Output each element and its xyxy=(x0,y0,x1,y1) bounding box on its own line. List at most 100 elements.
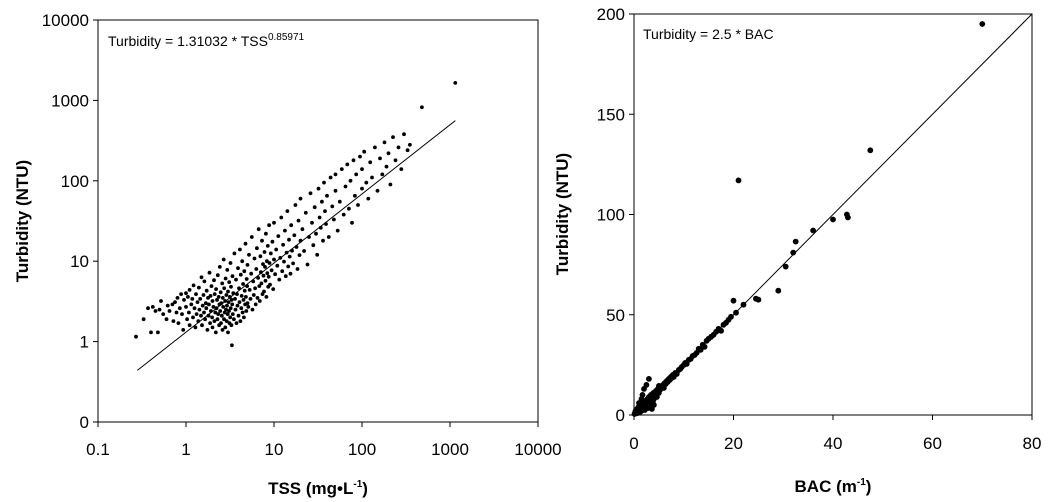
data-point xyxy=(312,205,317,210)
data-point xyxy=(220,328,225,332)
data-point xyxy=(244,295,248,299)
data-point xyxy=(204,288,209,293)
data-point xyxy=(174,310,179,315)
data-point xyxy=(333,172,338,177)
data-point xyxy=(792,238,799,245)
data-point xyxy=(339,167,344,172)
data-point xyxy=(252,256,257,261)
data-point xyxy=(229,323,234,328)
data-point xyxy=(333,188,338,193)
data-point xyxy=(177,306,182,311)
data-point xyxy=(316,186,321,191)
data-point xyxy=(279,215,284,220)
data-point xyxy=(260,238,264,243)
data-point xyxy=(224,319,229,323)
x-axis-label-right-close: ) xyxy=(866,477,872,496)
y-tick-label: 150 xyxy=(597,105,625,124)
data-point xyxy=(134,334,138,339)
data-point xyxy=(345,162,350,167)
data-point xyxy=(263,265,267,269)
data-point xyxy=(264,295,269,299)
data-point xyxy=(364,180,369,185)
data-point xyxy=(275,263,280,268)
data-point xyxy=(215,298,219,302)
data-point xyxy=(239,306,244,311)
data-point xyxy=(245,301,250,306)
data-point xyxy=(195,300,200,304)
data-point xyxy=(242,315,246,320)
y-tick-label: 100 xyxy=(61,172,89,191)
data-point xyxy=(867,147,874,154)
x-axis-label-left-text: TSS (mg•L xyxy=(268,479,353,498)
x-tick-label: 0.1 xyxy=(86,440,110,459)
data-point xyxy=(149,330,153,335)
data-point xyxy=(210,299,215,303)
data-point xyxy=(296,218,301,223)
data-point xyxy=(190,297,195,301)
x-tick-label: 10000 xyxy=(514,440,561,459)
data-point xyxy=(208,321,213,325)
data-point xyxy=(300,227,305,232)
data-point xyxy=(241,298,246,302)
data-point xyxy=(368,160,373,165)
data-point xyxy=(264,231,268,236)
data-point xyxy=(341,212,346,217)
data-point xyxy=(255,246,259,251)
data-point xyxy=(283,274,288,279)
annotation-right: Turbidity = 2.5 * BAC xyxy=(643,26,774,42)
data-point xyxy=(157,307,162,312)
data-point xyxy=(268,251,273,256)
data-point xyxy=(230,302,235,307)
data-point xyxy=(194,312,199,316)
data-point xyxy=(198,297,203,301)
data-point xyxy=(194,292,198,296)
data-point xyxy=(360,167,364,172)
data-point xyxy=(192,306,197,311)
data-point xyxy=(165,303,170,308)
data-point xyxy=(239,294,244,298)
data-point xyxy=(375,188,380,193)
data-point xyxy=(150,305,155,309)
data-point xyxy=(790,249,797,256)
data-point xyxy=(293,203,298,207)
x-tick-label: 100 xyxy=(348,440,376,459)
data-point xyxy=(272,257,276,262)
data-point xyxy=(207,270,212,275)
data-point xyxy=(219,313,224,318)
data-point xyxy=(227,309,231,313)
data-point xyxy=(222,286,227,291)
data-point xyxy=(176,321,181,325)
data-point xyxy=(328,175,333,180)
data-point xyxy=(167,309,172,313)
data-point xyxy=(639,392,646,398)
data-point xyxy=(308,191,313,196)
data-point xyxy=(244,309,249,313)
data-point xyxy=(244,277,249,281)
data-point xyxy=(265,244,270,248)
plot-frame-left xyxy=(97,19,539,423)
data-point xyxy=(408,142,412,147)
data-point xyxy=(262,250,267,254)
x-axis-label-right-sup: -1 xyxy=(857,477,866,488)
data-point xyxy=(330,204,335,209)
data-point xyxy=(250,307,255,312)
data-point xyxy=(210,325,215,330)
data-point xyxy=(254,267,259,271)
data-point xyxy=(216,312,221,316)
data-point xyxy=(233,307,238,312)
x-axis-label-right-text: BAC (m xyxy=(795,477,857,496)
data-point xyxy=(187,323,192,328)
data-point xyxy=(238,272,243,277)
data-point xyxy=(199,313,203,318)
data-point xyxy=(347,206,351,211)
data-point xyxy=(257,284,262,288)
y-tick-label: 10 xyxy=(70,252,89,271)
data-point xyxy=(225,268,230,272)
data-point xyxy=(226,289,230,294)
data-point xyxy=(213,310,218,315)
data-point xyxy=(420,105,424,110)
data-point xyxy=(248,297,253,301)
data-point xyxy=(187,310,191,315)
data-point xyxy=(386,151,391,156)
